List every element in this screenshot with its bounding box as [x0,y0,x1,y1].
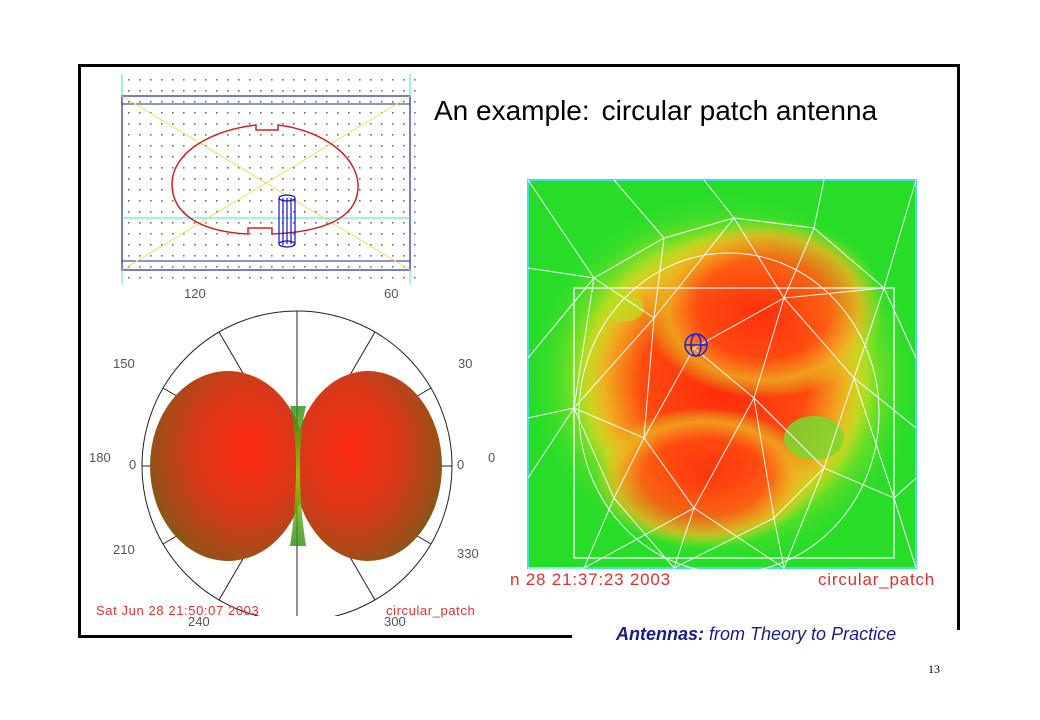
frame-gap [572,630,964,642]
current-model-name: circular_patch [818,570,936,589]
title-part1: An example: [434,95,590,126]
heatmap-hot-zone-bottom [594,408,814,548]
pattern-timestamp: Sat Jun 28 21:50:07 2003 [96,603,260,618]
radiation-pattern-plot [141,310,453,616]
angle-label-120: 120 [184,286,206,301]
triangular-mesh [527,179,917,570]
circular-patch-outline [171,124,359,235]
angle-label-210: 210 [113,542,135,557]
feed-point-marker [684,333,708,357]
current-timestamp: n 28 21:37:23 2003 [510,570,671,589]
pattern-lobe-left [150,371,306,561]
angle-label-60: 60 [384,286,399,301]
angle-label-330: 330 [457,546,479,561]
title-part2: circular patch antenna [601,95,878,126]
mesh-inner-frame [573,287,895,559]
footer-brand-rest: from Theory to Practice [709,624,897,644]
heatmap-cool-notch [784,416,844,460]
antenna-geometry-view [120,74,420,284]
slide-frame [78,64,960,638]
angle-label-30: 30 [458,356,473,371]
pattern-pinch [290,406,306,546]
footer-brand: Antennas: from Theory to Practice [616,624,896,645]
slide-title: An example: circular patch antenna [434,95,877,127]
heatmap-cool-notch-left [604,294,644,322]
angle-label-240: 240 [188,614,210,629]
feed-probe [278,194,296,248]
angle-label-0-inner-right: 0 [457,457,465,472]
angle-label-180: 180 [89,450,111,465]
footer-brand-bold: Antennas: [616,624,705,644]
current-distribution-plot [527,179,919,570]
outer-frame [527,179,917,569]
dotted-grid [120,76,420,282]
angle-label-150: 150 [113,356,135,371]
substrate-outline [121,95,411,271]
angle-label-0: 0 [488,450,496,465]
page-number: 13 [928,662,940,676]
diagonal-b [121,95,411,271]
pattern-lobe-right [294,371,442,561]
angle-label-0-inner-left: 0 [129,457,137,472]
angle-label-300: 300 [384,614,406,629]
pattern-model-name: circular_patch [386,603,476,618]
